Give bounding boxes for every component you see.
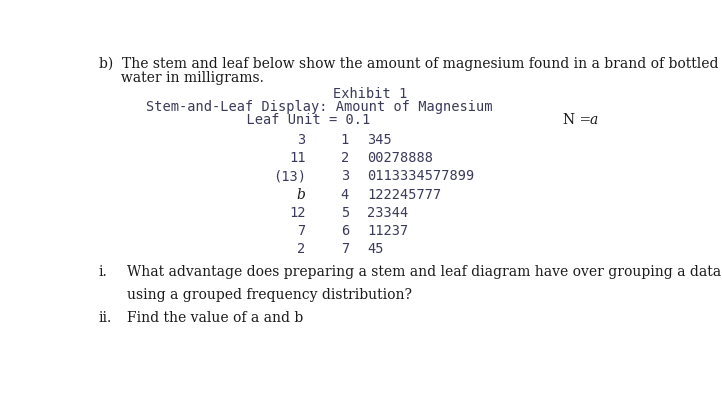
Text: 345: 345 [367, 133, 392, 147]
Text: Stem-and-Leaf Display: Amount of Magnesium: Stem-and-Leaf Display: Amount of Magnesi… [146, 100, 492, 114]
Text: 7: 7 [341, 241, 349, 255]
Text: water in milligrams.: water in milligrams. [99, 71, 264, 85]
Text: Find the value of a and b: Find the value of a and b [126, 310, 303, 324]
Text: b: b [297, 187, 305, 201]
Text: 122245777: 122245777 [367, 187, 441, 201]
Text: using a grouped frequency distribution?: using a grouped frequency distribution? [126, 287, 412, 301]
Text: 1: 1 [341, 133, 349, 147]
Text: i.: i. [99, 265, 108, 279]
Text: Exhibit 1: Exhibit 1 [333, 87, 407, 101]
Text: (13): (13) [273, 169, 305, 183]
Text: 11: 11 [290, 151, 305, 165]
Text: 0113334577899: 0113334577899 [367, 169, 474, 183]
Text: Leaf Unit = 0.1: Leaf Unit = 0.1 [196, 113, 370, 127]
Text: 2: 2 [297, 241, 305, 255]
Text: 23344: 23344 [367, 205, 409, 219]
Text: 11237: 11237 [367, 223, 409, 237]
Text: 00278888: 00278888 [367, 151, 433, 165]
Text: b)  The stem and leaf below show the amount of magnesium found in a brand of bot: b) The stem and leaf below show the amou… [99, 56, 718, 71]
Text: 45: 45 [367, 241, 383, 255]
Text: a: a [590, 113, 599, 127]
Text: 5: 5 [341, 205, 349, 219]
Text: 2: 2 [341, 151, 349, 165]
Text: ii.: ii. [99, 310, 112, 324]
Text: 3: 3 [341, 169, 349, 183]
Text: 7: 7 [297, 223, 305, 237]
Text: 12: 12 [290, 205, 305, 219]
Text: 4: 4 [341, 187, 349, 201]
Text: N =: N = [563, 113, 596, 127]
Text: 6: 6 [341, 223, 349, 237]
Text: What advantage does preparing a stem and leaf diagram have over grouping a data : What advantage does preparing a stem and… [126, 265, 722, 279]
Text: 3: 3 [297, 133, 305, 147]
